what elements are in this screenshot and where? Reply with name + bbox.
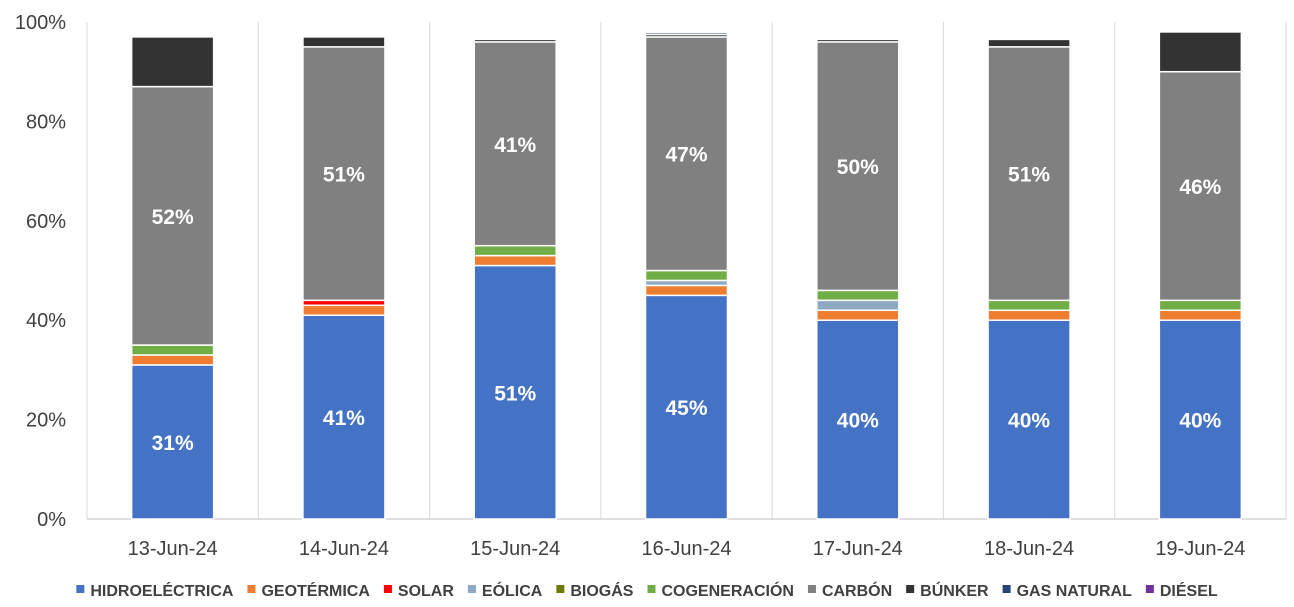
bar-segment bbox=[302, 304, 386, 316]
legend-label: GEOTÉRMICA bbox=[261, 581, 370, 600]
data-label: 47% bbox=[665, 144, 707, 167]
bar-segment bbox=[302, 314, 386, 520]
data-label: 51% bbox=[323, 164, 365, 187]
legend-swatch bbox=[1002, 585, 1011, 593]
bar-segment bbox=[302, 36, 386, 48]
data-label: 40% bbox=[837, 410, 879, 433]
bar-segment bbox=[302, 46, 386, 302]
legend-label: COGENERACIÓN bbox=[661, 581, 793, 600]
data-labels: 31% 52% 41% 51% 51% 41% 45% 47% 40% 50% 40% 51% 40% 4… bbox=[152, 134, 1222, 455]
x-tick-label: 13-Jun-24 bbox=[128, 538, 218, 560]
legend-label: CARBÓN bbox=[822, 581, 892, 600]
legend-swatch bbox=[807, 585, 816, 593]
data-label: 40% bbox=[1008, 410, 1050, 433]
bar-segment bbox=[816, 41, 900, 292]
legend-label: SOLAR bbox=[398, 583, 454, 600]
legend-swatch bbox=[1145, 585, 1154, 593]
data-label: 31% bbox=[152, 432, 194, 455]
y-tick-label: 20% bbox=[26, 410, 66, 432]
bar-segment bbox=[130, 36, 215, 88]
bar-segment bbox=[816, 299, 900, 312]
legend-label: HIDROELÉCTRICA bbox=[90, 581, 234, 600]
legend-label: EÓLICA bbox=[482, 581, 543, 600]
bar-segment bbox=[987, 309, 1071, 321]
bar-segment bbox=[1158, 70, 1243, 302]
data-label: 50% bbox=[837, 156, 879, 179]
x-tick-label: 18-Jun-24 bbox=[984, 538, 1074, 560]
x-tick-label: 19-Jun-24 bbox=[1155, 538, 1245, 560]
gridlines bbox=[86, 22, 1287, 519]
bar-segment bbox=[644, 269, 729, 282]
bar-segment bbox=[1158, 31, 1243, 73]
legend-label: BIOGÁS bbox=[570, 581, 633, 600]
y-tick-label: 40% bbox=[26, 310, 66, 332]
legend-swatch bbox=[467, 585, 476, 593]
data-label: 41% bbox=[494, 134, 536, 157]
data-label: 52% bbox=[152, 206, 194, 229]
bar-segment bbox=[816, 309, 900, 321]
bar-segment bbox=[1158, 309, 1243, 321]
data-label: 51% bbox=[494, 382, 536, 405]
bar-segment bbox=[1158, 299, 1243, 312]
bar-segment bbox=[130, 354, 215, 366]
bar-segment bbox=[473, 41, 557, 247]
bar-segment bbox=[473, 38, 557, 43]
bar-segment bbox=[473, 264, 557, 520]
bar-segment bbox=[130, 364, 215, 520]
bars bbox=[130, 31, 1243, 520]
legend-swatch bbox=[383, 585, 392, 593]
x-tick-label: 17-Jun-24 bbox=[813, 538, 903, 560]
y-tick-label: 0% bbox=[37, 509, 66, 531]
legend-swatch bbox=[556, 585, 565, 593]
axes: 0% 20% 40% 60% 80% 100% 13-Jun-24 14-Jun-24 15-J… bbox=[15, 12, 1286, 560]
x-tick-label: 14-Jun-24 bbox=[299, 538, 389, 560]
y-tick-label: 80% bbox=[26, 111, 66, 133]
data-label: 40% bbox=[1179, 410, 1221, 433]
legend-swatch bbox=[247, 585, 256, 593]
legend-label: GAS NATURAL bbox=[1017, 583, 1132, 600]
data-label: 45% bbox=[665, 397, 707, 420]
data-label: 46% bbox=[1179, 176, 1221, 199]
bar-segment bbox=[987, 38, 1071, 48]
x-tick-label: 16-Jun-24 bbox=[641, 538, 731, 560]
legend-swatch bbox=[76, 585, 85, 593]
bar-segment bbox=[987, 46, 1071, 302]
bar-segment bbox=[473, 244, 557, 257]
bar-segment bbox=[473, 254, 557, 267]
bar-segment bbox=[644, 284, 729, 297]
legend-label: BÚNKER bbox=[920, 581, 989, 600]
data-label: 51% bbox=[1008, 164, 1050, 187]
data-label: 41% bbox=[323, 407, 365, 430]
bar-segment bbox=[130, 344, 215, 356]
legend: HIDROELÉCTRICA GEOTÉRMICA SOLAR EÓLICA BIOGÁ… bbox=[76, 581, 1218, 600]
x-tick-label: 15-Jun-24 bbox=[470, 538, 560, 560]
legend-swatch bbox=[647, 585, 656, 593]
bar-segment bbox=[644, 294, 729, 520]
legend-swatch bbox=[906, 585, 915, 593]
bar-segment bbox=[644, 31, 729, 36]
bar-segment bbox=[816, 319, 900, 520]
bar-segment bbox=[816, 38, 900, 43]
legend-label: DIÉSEL bbox=[1160, 581, 1218, 600]
bar-segment bbox=[987, 319, 1071, 520]
bar-segment bbox=[987, 299, 1071, 312]
bar-segment bbox=[1158, 319, 1243, 520]
y-tick-label: 100% bbox=[15, 12, 66, 34]
bar-segment bbox=[816, 289, 900, 302]
y-tick-label: 60% bbox=[26, 211, 66, 233]
